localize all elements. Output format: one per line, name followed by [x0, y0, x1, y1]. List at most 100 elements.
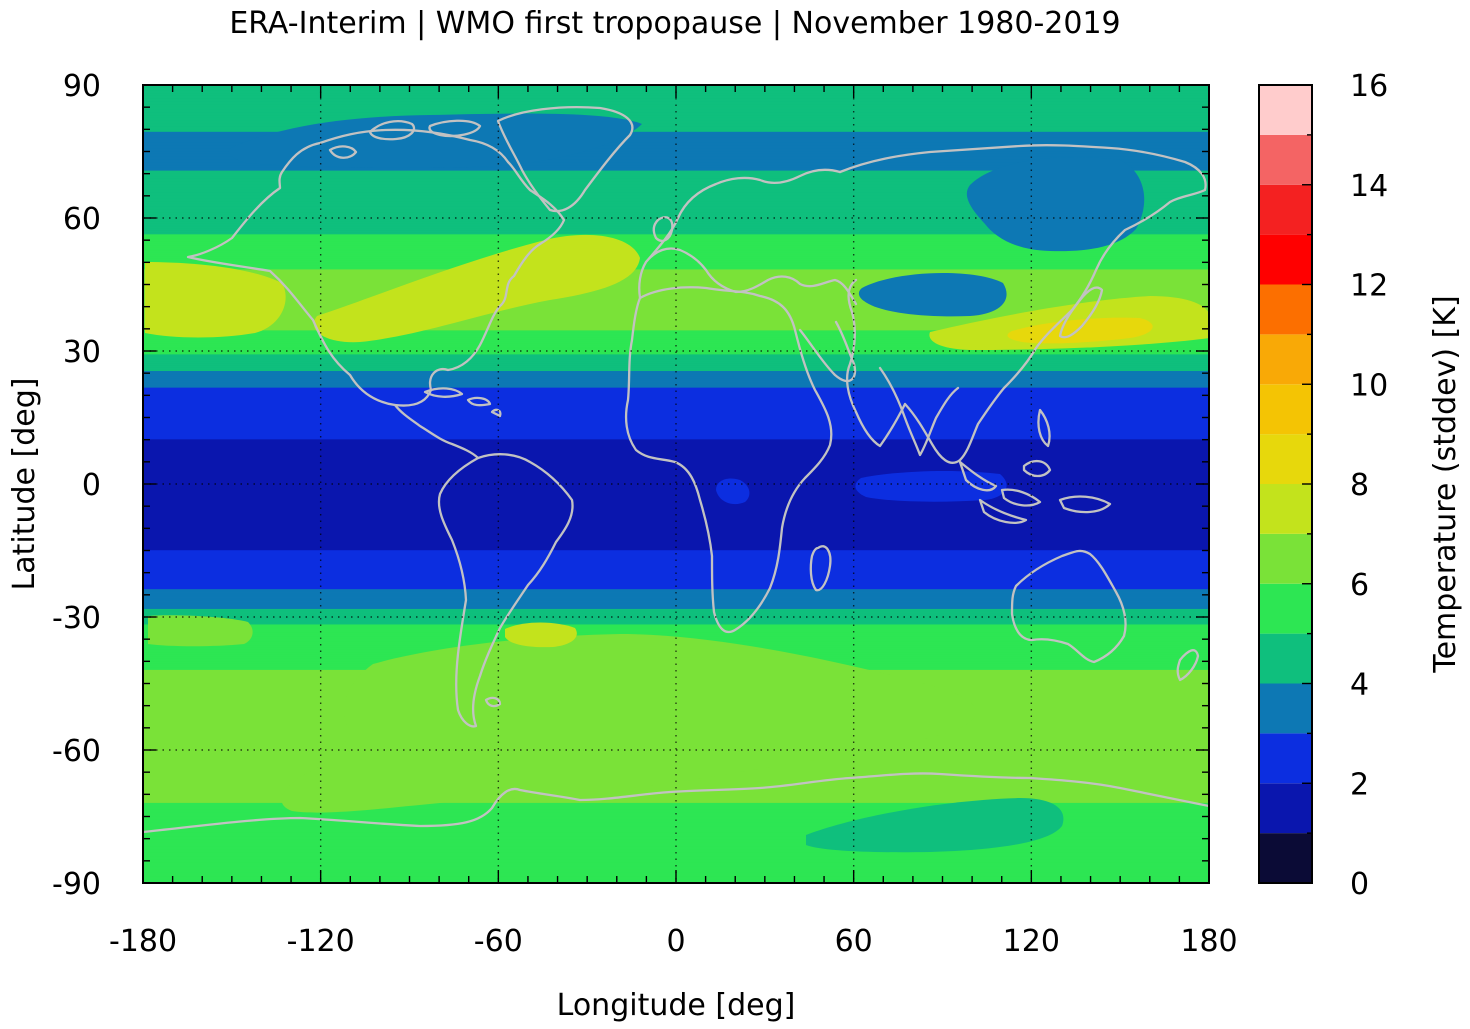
field-band [143, 262, 1209, 265]
field-band [143, 511, 1209, 514]
field-band [143, 267, 1209, 271]
field-band [143, 184, 1209, 188]
field-band [143, 420, 1209, 424]
colorbar-tick-label: 2 [1350, 767, 1369, 802]
y-axis-tick-labels: 90 60 30 0 -30 -60 -90 [52, 69, 101, 902]
field-band [143, 489, 1209, 492]
field-band [143, 187, 1209, 191]
field-band [143, 241, 1209, 245]
field-band [143, 380, 1209, 383]
x-axis-label: Longitude [deg] [557, 988, 796, 1023]
field-band [143, 313, 1209, 317]
field-band [143, 856, 1209, 861]
field-band [143, 816, 1209, 821]
field-band [143, 555, 1209, 559]
field-band [143, 289, 1209, 293]
field-band [143, 603, 1209, 606]
field-band [143, 189, 1209, 194]
field-band [143, 586, 1209, 589]
colorbar-bin [1259, 583, 1312, 634]
field-band [143, 780, 1209, 784]
colorbar-bin [1259, 484, 1312, 534]
field-band [143, 806, 1209, 811]
field-band [143, 566, 1209, 570]
field-band [143, 492, 1209, 496]
field-band [143, 535, 1209, 538]
field-band [143, 478, 1209, 481]
colorbar-bin [1259, 633, 1312, 684]
field-band [143, 515, 1209, 518]
y-tick-label: -60 [52, 734, 101, 769]
field-band [143, 441, 1209, 444]
field-band [143, 622, 1209, 624]
field-band [143, 131, 1209, 136]
field-band [143, 626, 1209, 629]
field-band [143, 849, 1209, 854]
field-band [143, 335, 1209, 339]
x-axis-tick-labels: -180 -120 -60 0 60 120 180 [109, 924, 1238, 959]
field-band [143, 206, 1209, 210]
field-band [143, 411, 1209, 415]
colorbar-ticks [1302, 84, 1312, 884]
field-band [143, 621, 1209, 623]
field-band [143, 295, 1209, 298]
field-band [143, 367, 1209, 370]
field-band [143, 176, 1209, 180]
field-band [143, 238, 1209, 241]
x-tick-label: 0 [666, 924, 685, 959]
tropical-pacific-band [855, 470, 1007, 502]
field-band [143, 632, 1209, 636]
field-band [143, 796, 1209, 800]
colorbar-tick-label: 8 [1350, 468, 1369, 503]
plot-frame [142, 84, 1210, 884]
arabia-coastline [798, 320, 857, 383]
colorbar-bin [1259, 733, 1312, 784]
field-band [143, 407, 1209, 411]
field-band [143, 625, 1209, 628]
field-band [143, 359, 1209, 363]
field-band [143, 623, 1209, 626]
y-axis-label: Latitude [deg] [7, 378, 42, 591]
field-band [143, 581, 1209, 584]
y-tick-label: 90 [63, 69, 101, 104]
field-band [143, 832, 1209, 837]
field-band [143, 321, 1209, 324]
field-band [143, 794, 1209, 797]
south-atlantic-peak [505, 622, 577, 648]
field-band [143, 151, 1209, 155]
field-band [143, 134, 1209, 138]
madagascar-coastline [809, 545, 832, 592]
field-band [143, 627, 1209, 630]
field-band [143, 419, 1209, 422]
field-band [143, 483, 1209, 487]
field-band [143, 470, 1209, 474]
field-band [143, 232, 1209, 235]
field-band [143, 819, 1209, 824]
grid [143, 85, 1209, 883]
colorbar-tick-label: 0 [1350, 867, 1369, 902]
x-tick-label: 60 [835, 924, 873, 959]
field-band [143, 347, 1209, 350]
field-band [143, 195, 1209, 199]
field-band [143, 393, 1209, 396]
field-band [143, 634, 1209, 638]
colorbar-bin [1259, 284, 1312, 335]
field-band [143, 812, 1209, 817]
field-band [143, 587, 1209, 590]
field-band [143, 561, 1209, 564]
field-band [143, 249, 1209, 252]
central-america-coastline [393, 403, 480, 460]
field-band [143, 282, 1209, 285]
field-band [143, 391, 1209, 394]
field-band [143, 145, 1209, 150]
field-band [143, 385, 1209, 389]
field-band [143, 322, 1209, 326]
field-band [143, 463, 1209, 466]
field-band [143, 612, 1209, 614]
field-band [143, 356, 1209, 359]
field-band [143, 518, 1209, 522]
southern-ocean-high-variability-band [281, 634, 976, 813]
field-band [143, 400, 1209, 404]
field-band [143, 455, 1209, 459]
